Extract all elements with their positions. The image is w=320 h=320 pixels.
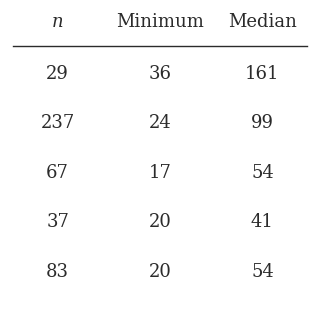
Text: 83: 83 [46,263,69,281]
Text: 54: 54 [251,263,274,281]
Text: 36: 36 [148,65,172,83]
Text: 41: 41 [251,213,274,231]
Text: 37: 37 [46,213,69,231]
Text: 29: 29 [46,65,69,83]
Text: 237: 237 [40,114,75,132]
Text: Median: Median [228,13,297,31]
Text: 17: 17 [148,164,172,182]
Text: 67: 67 [46,164,69,182]
Text: Minimum: Minimum [116,13,204,31]
Text: 54: 54 [251,164,274,182]
Text: 20: 20 [148,263,172,281]
Text: 20: 20 [148,213,172,231]
Text: 24: 24 [148,114,172,132]
Text: 161: 161 [245,65,280,83]
Text: 99: 99 [251,114,274,132]
Text: n: n [52,13,63,31]
